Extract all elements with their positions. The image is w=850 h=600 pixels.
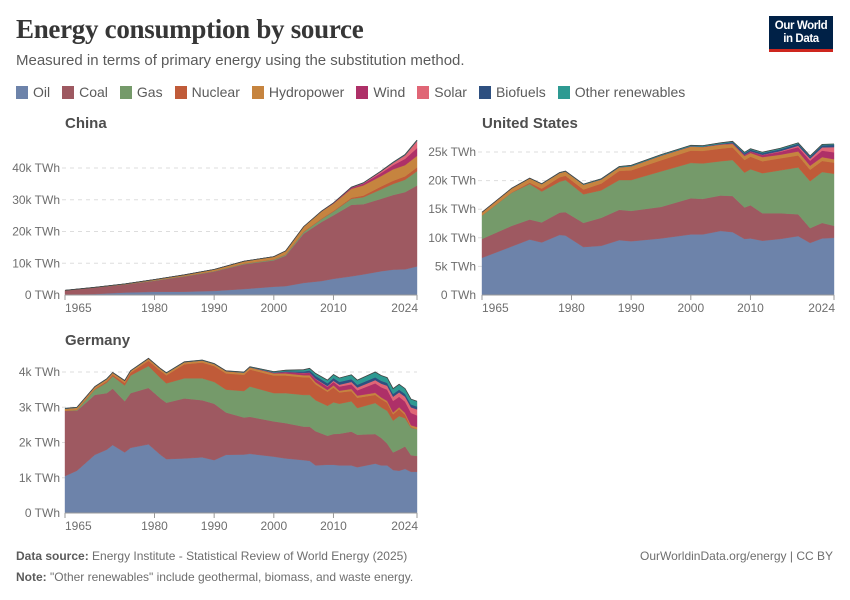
y-tick-label: 1k TWh (19, 471, 60, 485)
legend-label: Gas (136, 84, 163, 100)
legend-item-biofuels[interactable]: Biofuels (478, 84, 546, 100)
legend-item-coal[interactable]: Coal (62, 84, 108, 100)
legend-item-gas[interactable]: Gas (119, 84, 163, 100)
y-tick-label: 2k TWh (19, 436, 60, 450)
panel-china: China 0 TWh 10k TWh 20k TWh 30k TWh 40k TWh 19… (12, 115, 418, 315)
y-tick-label: 0 TWh (25, 506, 60, 520)
note-label: Note: (16, 570, 47, 584)
panel-united-states: United States 0 TWh 5k TWh 10k TWh 15k TWh 20… (428, 115, 835, 315)
legend-swatch (119, 85, 132, 99)
legend-swatch (557, 85, 570, 99)
data-source: Data source: Energy Institute - Statisti… (16, 549, 407, 563)
y-tick-label: 3k TWh (19, 400, 60, 414)
x-tick-label: 1990 (618, 301, 645, 315)
x-tick-label: 1990 (201, 519, 228, 533)
y-tick-label: 10k TWh (12, 256, 60, 270)
x-tick-label: 1980 (558, 301, 585, 315)
panel-germany: Germany 0 TWh 1k TWh 2k TWh 3k TWh 4k TWh 1965… (19, 332, 418, 533)
legend-item-oil[interactable]: Oil (16, 84, 50, 100)
x-tick-label: 2010 (320, 301, 347, 315)
y-tick-label: 10k TWh (428, 231, 476, 245)
x-tick-label: 2000 (260, 301, 287, 315)
legend-label: Biofuels (495, 84, 546, 100)
y-tick-label: 30k TWh (12, 193, 60, 207)
logo-line-1: Our World (774, 20, 828, 32)
legend-swatch (62, 85, 75, 99)
legend-item-other-renewables[interactable]: Other renewables (557, 84, 686, 100)
y-tick-label: 40k TWh (12, 161, 60, 175)
total-outline (64, 357, 418, 409)
y-tick-label: 0 TWh (25, 288, 60, 302)
x-tick-label: 1980 (141, 301, 168, 315)
x-tick-label: 1965 (65, 519, 92, 533)
legend-label: Wind (373, 84, 406, 100)
y-tick-label: 20k TWh (428, 174, 476, 188)
legend-swatch (478, 85, 491, 99)
panel-title: Germany (65, 332, 131, 349)
x-tick-label: 2010 (737, 301, 764, 315)
x-tick-label: 2024 (391, 301, 418, 315)
legend-label: Other renewables (574, 84, 686, 100)
legend: Oil Coal Gas Nuclear Hydropower Wind Solar Biof… (16, 84, 685, 100)
legend-item-solar[interactable]: Solar (417, 84, 467, 100)
y-tick-label: 5k TWh (435, 259, 476, 273)
legend-label: Nuclear (191, 84, 240, 100)
total-outline (481, 140, 835, 213)
legend-item-nuclear[interactable]: Nuclear (174, 84, 240, 100)
x-tick-label: 1980 (141, 519, 168, 533)
x-tick-label: 2024 (808, 301, 835, 315)
legend-swatch (16, 85, 28, 99)
page-subtitle: Measured in terms of primary energy usin… (16, 52, 465, 69)
legend-swatch (417, 85, 430, 99)
owid-logo[interactable]: Our World in Data (769, 16, 833, 52)
x-tick-label: 2010 (320, 519, 347, 533)
y-tick-label: 25k TWh (428, 145, 476, 159)
x-tick-label: 2024 (391, 519, 418, 533)
total-outline (64, 139, 418, 291)
y-tick-label: 4k TWh (19, 365, 60, 379)
x-tick-label: 1965 (482, 301, 509, 315)
legend-label: Hydropower (268, 84, 345, 100)
source-link[interactable]: OurWorldinData.org/energy | CC BY (640, 549, 833, 563)
y-tick-label: 15k TWh (428, 202, 476, 216)
panel-title: China (65, 115, 107, 132)
legend-label: Solar (434, 84, 467, 100)
data-source-label: Data source: (16, 549, 89, 563)
logo-line-2: in Data (783, 33, 819, 45)
legend-label: Oil (33, 84, 51, 100)
note-text: "Other renewables" include geothermal, b… (50, 570, 414, 584)
x-tick-label: 1965 (65, 301, 92, 315)
legend-swatch (251, 85, 264, 99)
note: Note: "Other renewables" include geother… (16, 570, 413, 584)
panel-title: United States (482, 115, 578, 132)
legend-swatch (356, 85, 369, 99)
y-tick-label: 20k TWh (12, 225, 60, 239)
x-tick-label: 1990 (201, 301, 228, 315)
y-tick-label: 0 TWh (441, 288, 476, 302)
x-tick-label: 2000 (260, 519, 287, 533)
x-tick-label: 2000 (677, 301, 704, 315)
legend-label: Coal (79, 84, 108, 100)
data-source-text[interactable]: Energy Institute - Statistical Review of… (92, 549, 408, 563)
legend-item-hydropower[interactable]: Hydropower (251, 84, 345, 100)
page-title: Energy consumption by source (16, 14, 364, 44)
legend-item-wind[interactable]: Wind (356, 84, 405, 100)
legend-swatch (174, 85, 187, 99)
